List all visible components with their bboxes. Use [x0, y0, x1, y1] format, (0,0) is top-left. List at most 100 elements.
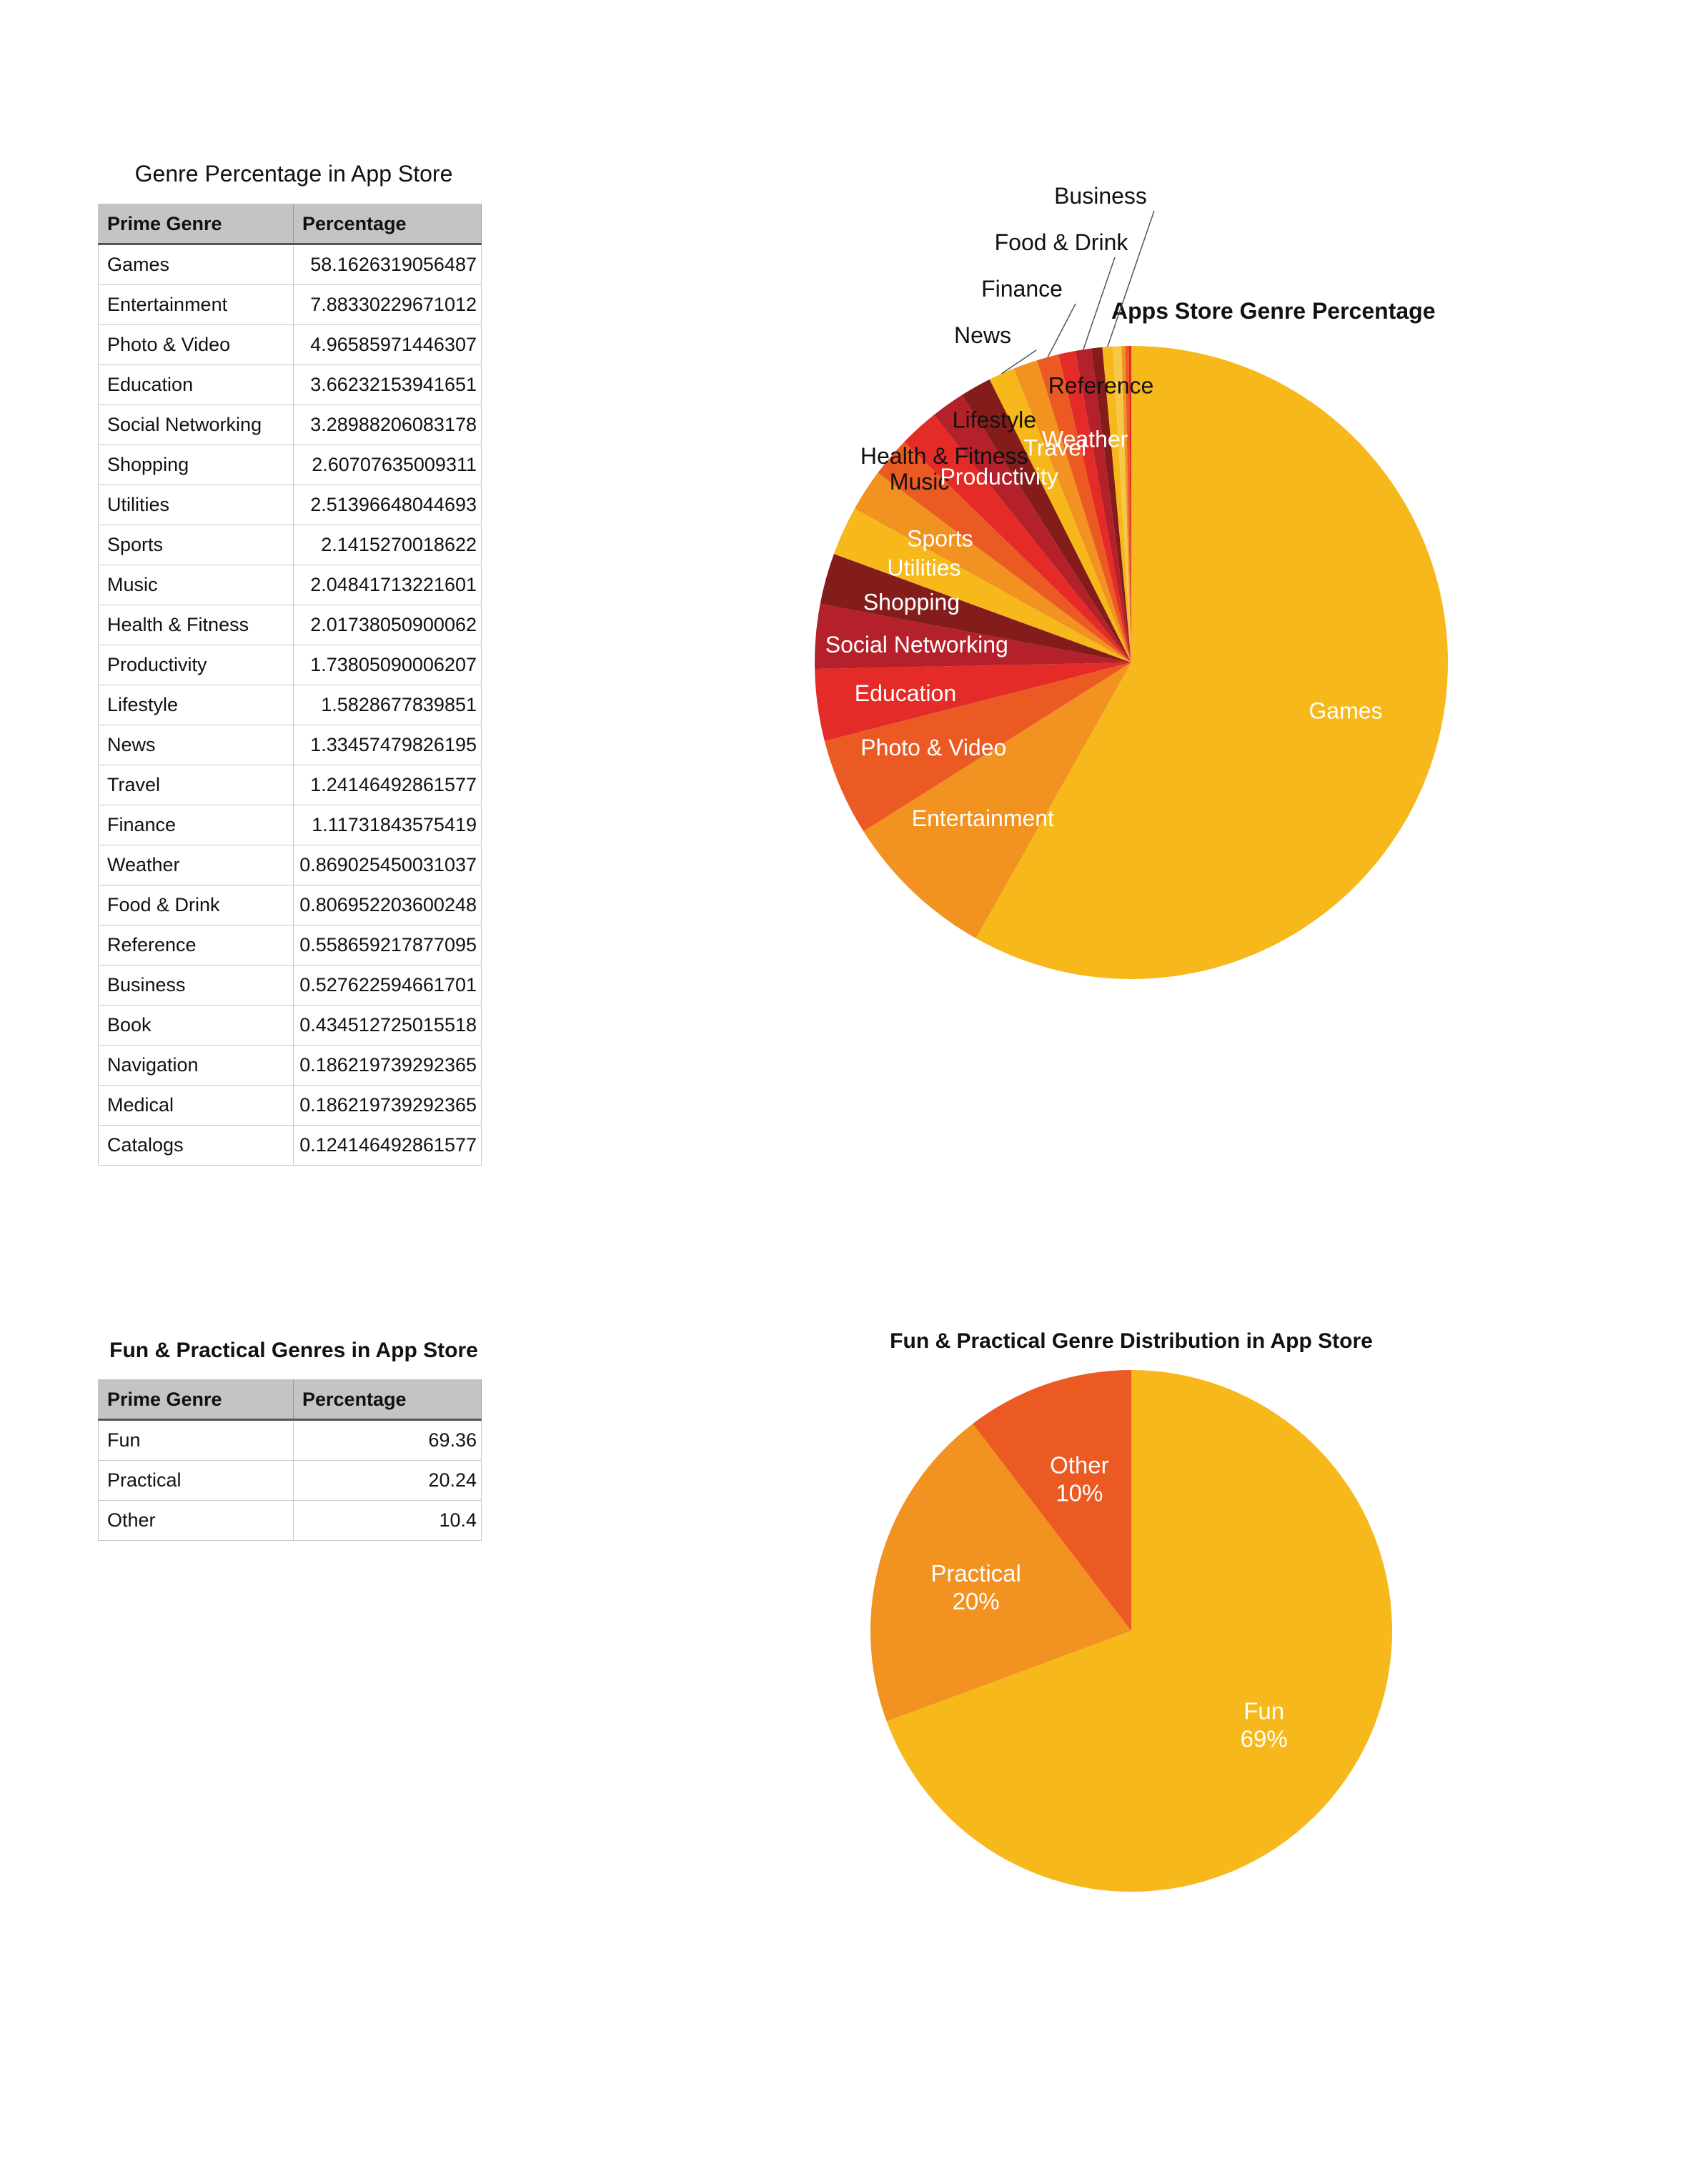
table-row: Entertainment 7.88330229671012: [98, 284, 482, 325]
genre-cell: Productivity: [98, 645, 294, 685]
pie-slice-photo-and-video: [824, 662, 1131, 832]
genre-cell: Games: [98, 244, 294, 285]
slice-label-news: News: [954, 322, 1011, 348]
percentage-cell: 10.4: [293, 1500, 482, 1541]
slice-label-fun: Fun: [1243, 1697, 1284, 1724]
slice-label-finance: Finance: [981, 276, 1063, 302]
genre-cell: Practical: [98, 1460, 294, 1501]
fun-table-title: Fun & Practical Genres in App Store: [109, 1339, 478, 1362]
genre-cell: Finance: [98, 805, 294, 845]
percentage-cell: 1.33457479826195: [293, 725, 482, 765]
percentage-cell: 0.558659217877095: [293, 925, 482, 966]
percentage-cell: 1.11731843575419: [293, 805, 482, 845]
genre-cell: Education: [98, 364, 294, 405]
slice-label-practical: Practical: [930, 1560, 1021, 1587]
genre-cell: Weather: [98, 845, 294, 885]
genre-cell: Utilities: [98, 485, 294, 525]
percentage-cell: 3.66232153941651: [293, 364, 482, 405]
genre-cell: Photo & Video: [98, 324, 294, 365]
slice-label-education: Education: [855, 680, 956, 706]
slice-label-entertainment: Entertainment: [912, 805, 1054, 831]
slice-label-health-and-fitness: Health & Fitness: [860, 443, 1028, 469]
pie-slice-food-and-drink: [1075, 348, 1131, 662]
slice-label-music: Music: [890, 469, 950, 495]
percentage-cell: 2.04841713221601: [293, 565, 482, 605]
percentage-cell: 2.1415270018622: [293, 525, 482, 565]
percentage-cell: 0.527622594661701: [293, 965, 482, 1006]
pie-slice-sports: [854, 472, 1131, 662]
table-row: Education 3.66232153941651: [98, 364, 482, 405]
fun-practical-pie: [870, 1370, 1392, 1892]
pie-slice-reference: [1091, 347, 1131, 662]
percentage-cell: 0.186219739292365: [293, 1085, 482, 1126]
genre-cell: Shopping: [98, 445, 294, 485]
table-row: News 1.33457479826195: [98, 725, 482, 765]
table-row: Finance 1.11731843575419: [98, 805, 482, 845]
fun-practical-table: Prime Genre Percentage Fun 69.36 Practical…: [98, 1379, 482, 1541]
pie-slice-travel: [1013, 360, 1131, 662]
genre-cell: Food & Drink: [98, 885, 294, 925]
table-row: Photo & Video 4.96585971446307: [98, 324, 482, 365]
slice-label-photo-and-video: Photo & Video: [860, 735, 1006, 760]
genre-cell: Other: [98, 1500, 294, 1541]
table-row: Other 10.4: [98, 1500, 482, 1541]
leader-line-finance: [1047, 303, 1076, 358]
genre-cell: Health & Fitness: [98, 605, 294, 645]
percentage-cell: 2.51396648044693: [293, 485, 482, 525]
slice-label-reference: Reference: [1048, 372, 1154, 398]
genre-pie-title: Apps Store Genre Percentage: [1111, 298, 1435, 324]
column-header-genre: Prime Genre: [98, 204, 294, 245]
pie-slice-games: [975, 346, 1448, 979]
slice-label-business: Business: [1054, 183, 1147, 209]
percentage-cell: 58.1626319056487: [293, 244, 482, 285]
pie-slice-social-networking: [815, 603, 1131, 670]
pie-slice-catalogs: [1128, 346, 1131, 662]
pie-slice-health-and-fitness: [904, 415, 1131, 662]
slice-label-utilities: Utilities: [887, 555, 960, 580]
table-row: Food & Drink 0.806952203600248: [98, 885, 482, 925]
genre-cell: Lifestyle: [98, 685, 294, 725]
column-header-percentage: Percentage: [293, 1379, 482, 1421]
slice-label-productivity: Productivity: [940, 464, 1058, 490]
column-header-percentage: Percentage: [293, 204, 482, 245]
percentage-cell: 0.434512725015518: [293, 1005, 482, 1046]
column-header-genre: Prime Genre: [98, 1379, 294, 1421]
slice-label-travel: Travel: [1023, 435, 1086, 460]
table-row: Lifestyle 1.5828677839851: [98, 685, 482, 725]
slice-label-sports: Sports: [907, 525, 973, 551]
pie-slice-entertainment: [863, 662, 1131, 939]
pie-slice-book: [1113, 346, 1131, 662]
slice-label-games: Games: [1309, 698, 1382, 724]
table-row: Navigation 0.186219739292365: [98, 1045, 482, 1086]
leader-line-business: [1107, 210, 1155, 347]
table-header-row: Prime Genre Percentage: [98, 204, 482, 245]
genre-cell: Reference: [98, 925, 294, 966]
table-row: Health & Fitness 2.01738050900062: [98, 605, 482, 645]
table-row: Productivity 1.73805090006207: [98, 645, 482, 685]
table-row: Music 2.04841713221601: [98, 565, 482, 605]
table-row: Games 58.1626319056487: [98, 244, 482, 285]
table-row: Catalogs 0.124146492861577: [98, 1125, 482, 1166]
leader-line-food-and-drink: [1083, 257, 1116, 350]
percentage-cell: 69.36: [293, 1419, 482, 1461]
percentage-cell: 0.869025450031037: [293, 845, 482, 885]
leader-line-news: [1001, 349, 1037, 374]
pie-slice-news: [989, 368, 1131, 662]
genre-cell: Book: [98, 1005, 294, 1046]
table-row: Fun 69.36: [98, 1419, 482, 1461]
table-row: Social Networking 3.28988206083178: [98, 404, 482, 445]
slice-percent-practical: 20%: [953, 1588, 1000, 1614]
genre-cell: Medical: [98, 1085, 294, 1126]
genre-cell: Sports: [98, 525, 294, 565]
percentage-cell: 3.28988206083178: [293, 404, 482, 445]
pie-slice-education: [815, 662, 1131, 741]
pie-slice-weather: [1058, 350, 1131, 662]
pie-slice-practical: [870, 1424, 1131, 1722]
percentage-cell: 2.60707635009311: [293, 445, 482, 485]
genre-cell: Catalogs: [98, 1125, 294, 1166]
slice-percent-fun: 69%: [1241, 1725, 1288, 1752]
percentage-cell: 1.24146492861577: [293, 765, 482, 805]
table-row: Sports 2.1415270018622: [98, 525, 482, 565]
